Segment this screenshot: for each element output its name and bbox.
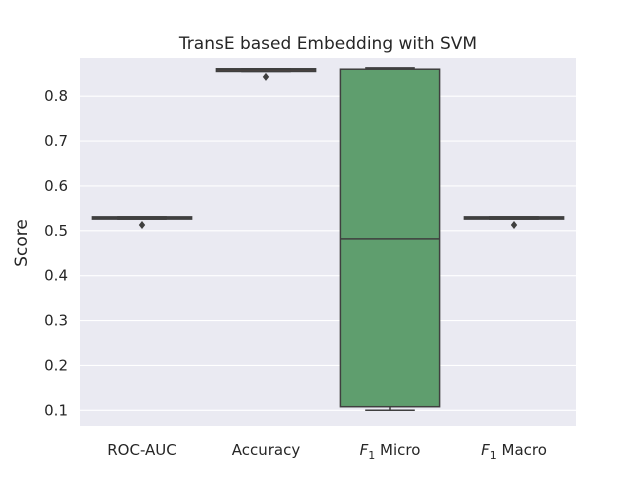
y-tick-label: 0.2 xyxy=(44,356,68,374)
y-tick-label: 0.7 xyxy=(44,132,68,150)
y-tick-label: 0.6 xyxy=(44,177,68,195)
x-axis-ticks: ROC-AUC Accuracy F1 Micro F1 Macro xyxy=(107,441,547,462)
x-tick-label: ROC-AUC xyxy=(107,441,177,459)
box-group xyxy=(215,68,317,81)
y-axis-label: Score xyxy=(12,219,32,267)
y-tick-label: 0.1 xyxy=(44,401,68,419)
plot-area xyxy=(80,58,576,426)
x-tick-label: Accuracy xyxy=(232,441,301,459)
y-tick-label: 0.8 xyxy=(44,87,68,105)
x-tick-label: F1 Micro xyxy=(360,441,421,462)
y-tick-label: 0.3 xyxy=(44,312,68,330)
outlier-point xyxy=(510,220,518,229)
outlier-point xyxy=(262,72,270,81)
y-tick-label: 0.4 xyxy=(44,267,68,285)
chart-title: TransE based Embedding with SVM xyxy=(178,34,477,54)
box-plots xyxy=(91,67,565,412)
x-tick-label: F1 Macro xyxy=(481,441,547,462)
box-group xyxy=(91,216,193,229)
outlier-point xyxy=(138,220,146,229)
grid-lines xyxy=(80,95,576,411)
box-group xyxy=(339,67,441,412)
box-group xyxy=(463,216,565,229)
y-axis-ticks: 0.1 0.2 0.3 0.4 0.5 0.6 0.7 0.8 xyxy=(44,87,68,419)
y-tick-label: 0.5 xyxy=(44,222,68,240)
box-body xyxy=(339,68,441,408)
